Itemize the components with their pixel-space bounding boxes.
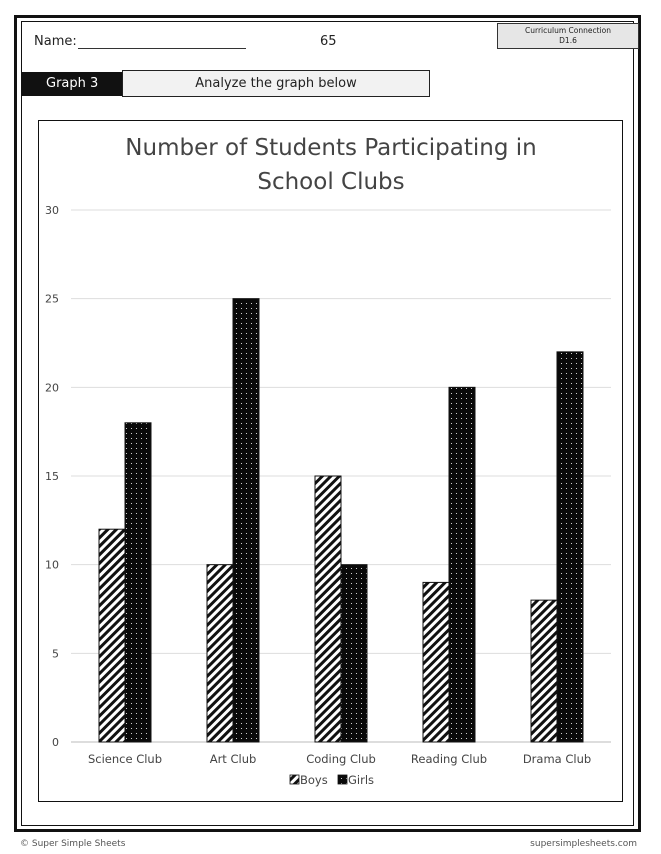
graph-tag: Graph 3 bbox=[22, 72, 122, 96]
bar-girls bbox=[448, 386, 476, 743]
bar-girls bbox=[124, 422, 152, 743]
y-tick-label: 5 bbox=[52, 647, 59, 660]
chart-title-line-2: School Clubs bbox=[257, 169, 404, 195]
website-link[interactable]: supersimplesheets.com bbox=[530, 839, 637, 849]
legend-label-girls: Girls bbox=[348, 773, 374, 787]
copyright-text: © Super Simple Sheets bbox=[20, 839, 126, 849]
x-tick-label: Coding Club bbox=[306, 752, 376, 766]
curriculum-code: D1.6 bbox=[559, 36, 577, 45]
x-axis-ticks: Science Club Art Club Coding Club Reading C… bbox=[88, 752, 591, 766]
bar-boys bbox=[530, 599, 558, 743]
inner-border bbox=[21, 21, 634, 826]
chart-container: Number of Students Participating in Scho… bbox=[38, 120, 623, 802]
curriculum-connection-box: Curriculum Connection D1.6 bbox=[497, 23, 639, 49]
legend: Boys Girls bbox=[289, 773, 374, 787]
y-tick-label: 0 bbox=[52, 736, 59, 749]
bar-girls bbox=[556, 351, 584, 743]
page-number: 65 bbox=[320, 34, 337, 49]
x-tick-label: Drama Club bbox=[523, 752, 591, 766]
y-tick-label: 20 bbox=[45, 381, 59, 394]
bar-boys bbox=[422, 581, 450, 743]
bars bbox=[98, 298, 584, 743]
y-axis-ticks: 0 5 10 15 20 25 30 bbox=[45, 204, 59, 749]
chart-title-line-1: Number of Students Participating in bbox=[125, 135, 536, 161]
x-tick-label: Reading Club bbox=[411, 752, 487, 766]
x-tick-label: Science Club bbox=[88, 752, 162, 766]
bar-girls bbox=[340, 564, 368, 743]
legend-swatch-girls bbox=[337, 774, 348, 785]
instruction-box: Analyze the graph below bbox=[122, 70, 430, 97]
legend-label-boys: Boys bbox=[300, 773, 328, 787]
bar-boys bbox=[206, 564, 234, 743]
y-tick-label: 15 bbox=[45, 470, 59, 483]
curriculum-label: Curriculum Connection bbox=[525, 26, 611, 35]
bar-boys bbox=[98, 528, 126, 743]
y-tick-label: 10 bbox=[45, 559, 59, 572]
bar-girls bbox=[232, 298, 260, 743]
x-tick-label: Art Club bbox=[210, 752, 257, 766]
name-input-line[interactable] bbox=[78, 48, 246, 49]
y-tick-label: 30 bbox=[45, 204, 59, 217]
legend-swatch-boys bbox=[289, 774, 300, 785]
bar-chart: Number of Students Participating in Scho… bbox=[45, 135, 611, 787]
bar-boys bbox=[314, 475, 342, 743]
y-tick-label: 25 bbox=[45, 293, 59, 306]
name-label: Name: bbox=[34, 34, 77, 49]
outer-border bbox=[14, 15, 641, 832]
